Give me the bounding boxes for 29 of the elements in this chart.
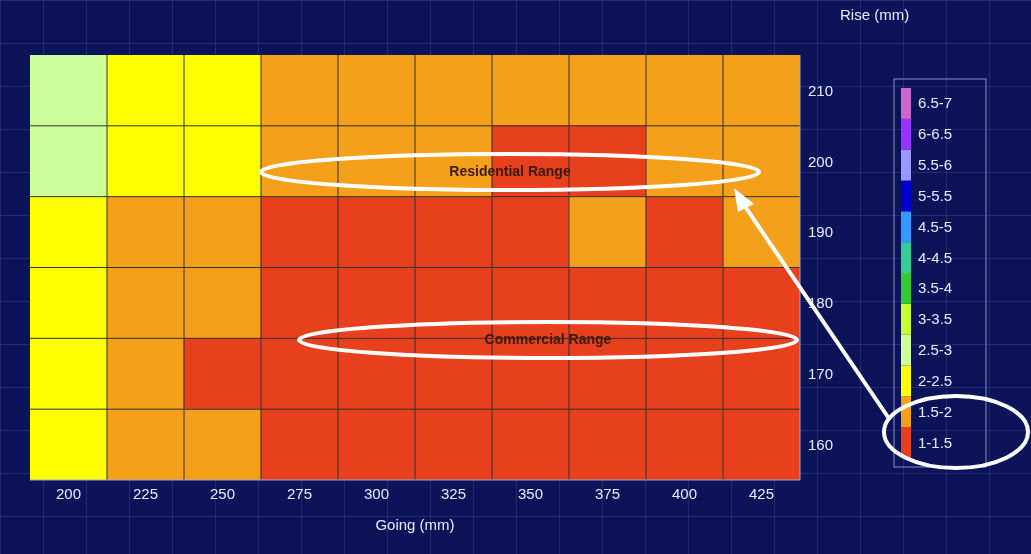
color-bar-label: 2.5-3 — [918, 341, 953, 359]
x-tick-label: 225 — [132, 484, 159, 502]
color-bar-label: 1.5-2 — [918, 402, 953, 420]
x-tick-label: 275 — [286, 484, 313, 502]
y-tick-label: 210 — [808, 81, 834, 99]
x-tick-label: 300 — [363, 484, 390, 502]
x-tick-label: 400 — [671, 484, 698, 502]
color-bar-label: 5.5-6 — [918, 156, 953, 174]
color-bar-label: 2-2.5 — [918, 371, 953, 389]
color-bar-label: 3-3.5 — [918, 310, 953, 328]
color-bar-label: 3.5-4 — [918, 279, 953, 297]
x-tick-label: 325 — [440, 484, 467, 502]
y-tick-label: 160 — [808, 435, 834, 453]
color-bar-label: 1-1.5 — [918, 433, 953, 451]
color-bar-label: 5-5.5 — [918, 186, 953, 204]
color-bar-label: 4-4.5 — [918, 248, 953, 266]
x-tick-label: 200 — [55, 484, 82, 502]
x-tick-label: 375 — [594, 484, 621, 502]
color-bar-label: 4.5-5 — [918, 217, 953, 235]
color-bar-label: 6-6.5 — [918, 125, 953, 143]
y-tick-label: 200 — [808, 152, 834, 170]
color-bar-label: 6.5-7 — [918, 94, 953, 112]
x-axis-title: Going (mm) — [375, 516, 455, 533]
y-axis-title: Rise (mm) — [840, 6, 910, 23]
y-tick-label: 190 — [808, 223, 834, 241]
x-tick-label: 425 — [748, 484, 775, 502]
x-tick-label: 350 — [517, 484, 544, 502]
x-tick-label: 250 — [209, 484, 236, 502]
y-tick-label: 170 — [808, 365, 834, 383]
